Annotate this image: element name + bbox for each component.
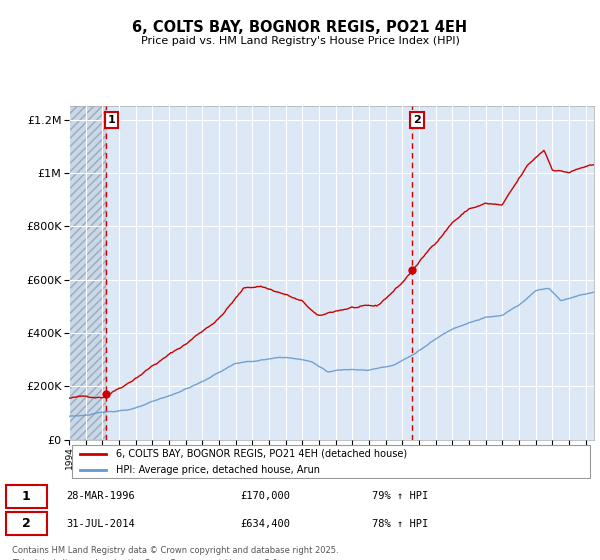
Text: 78% ↑ HPI: 78% ↑ HPI [372,519,428,529]
Text: 79% ↑ HPI: 79% ↑ HPI [372,491,428,501]
Text: 2: 2 [22,517,31,530]
Text: £634,400: £634,400 [240,519,290,529]
Text: HPI: Average price, detached house, Arun: HPI: Average price, detached house, Arun [116,465,320,475]
Text: 28-MAR-1996: 28-MAR-1996 [66,491,135,501]
Text: Price paid vs. HM Land Registry's House Price Index (HPI): Price paid vs. HM Land Registry's House … [140,36,460,46]
Text: 1: 1 [22,489,31,502]
Text: 6, COLTS BAY, BOGNOR REGIS, PO21 4EH: 6, COLTS BAY, BOGNOR REGIS, PO21 4EH [133,20,467,35]
Text: Contains HM Land Registry data © Crown copyright and database right 2025.
This d: Contains HM Land Registry data © Crown c… [12,546,338,560]
FancyBboxPatch shape [6,484,47,507]
Bar [69,106,106,440]
Text: 1: 1 [107,115,115,125]
FancyBboxPatch shape [71,445,590,478]
Bar [69,106,106,440]
Text: 2: 2 [413,115,421,125]
Text: £170,000: £170,000 [240,491,290,501]
FancyBboxPatch shape [6,512,47,535]
Text: 6, COLTS BAY, BOGNOR REGIS, PO21 4EH (detached house): 6, COLTS BAY, BOGNOR REGIS, PO21 4EH (de… [116,449,407,459]
Text: 31-JUL-2014: 31-JUL-2014 [66,519,135,529]
